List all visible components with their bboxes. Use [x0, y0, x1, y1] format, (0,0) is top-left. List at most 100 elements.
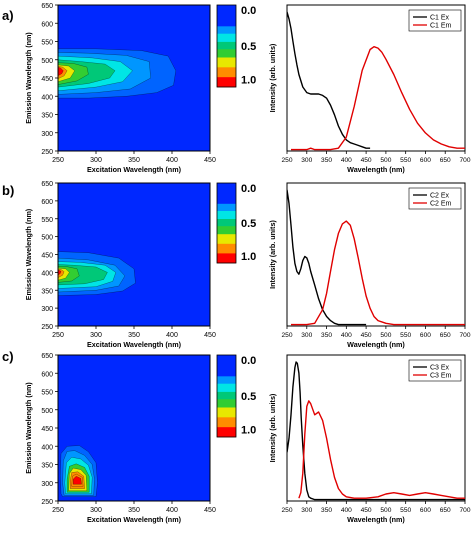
heatmap-ytick-label-3: 400 [41, 94, 53, 101]
line-series-group [287, 11, 465, 151]
heatmap-xtick-label-1: 300 [90, 507, 102, 514]
line-xtick-label-8: 650 [440, 507, 451, 514]
line-xtick-label-0: 250 [281, 157, 292, 164]
line-xtick-label-0: 250 [281, 332, 292, 339]
heatmap-ytick-label-8: 650 [41, 3, 53, 10]
heatmap-ytick-label-2: 350 [41, 463, 53, 470]
colorbar-band-1 [217, 26, 236, 34]
heatmap-xtick-label-1: 300 [90, 332, 102, 339]
legend-entry-label: C3 Em [430, 373, 452, 380]
series-line-ex [287, 189, 367, 326]
heatmap-ytick-label-1: 300 [41, 306, 53, 313]
line-series-group [287, 361, 465, 501]
heatmap-ytick-label-4: 450 [41, 426, 53, 433]
series-line-ex [287, 11, 371, 149]
series-line-em [291, 220, 465, 326]
panel-2: b) 250 300 350 400 450 250 300 350 400 450 500 550 60… [2, 181, 471, 349]
heatmap-xtick-label-4: 450 [204, 332, 216, 339]
legend-box [408, 359, 462, 382]
line-xtick-label-6: 550 [400, 507, 411, 514]
colorbar-band-0 [217, 183, 236, 205]
heatmap-xtick-label-4: 450 [204, 157, 216, 164]
heatmap-ytick-label-1: 300 [41, 131, 53, 138]
heatmap-xtick-label-3: 400 [166, 507, 178, 514]
legend-entry-label: C3 Ex [430, 365, 450, 372]
heatmap-xlabel: Excitation Wavelength (nm) [87, 515, 182, 524]
legend-box [408, 9, 462, 32]
colorbar-band-2 [217, 33, 236, 43]
colorbar-tick-label: 0.0 [241, 355, 256, 367]
heatmap-xtick-label-0: 250 [52, 332, 64, 339]
line-xlabel: Wavelength (nm) [347, 515, 405, 524]
heatmap-xtick-label-3: 400 [166, 157, 178, 164]
heatmap-contour-7 [58, 67, 64, 77]
line-ylabel: Intensity (arb. units) [268, 43, 277, 112]
heatmap-ytick-label-6: 550 [41, 217, 53, 224]
line-xtick-label-1: 300 [301, 507, 312, 514]
colorbar-band-4 [217, 399, 236, 408]
legend-entry-label: C1 Em [430, 23, 452, 30]
colorbar-band-0 [217, 355, 236, 377]
heatmap-ytick-label-0: 250 [41, 149, 53, 156]
line-ylabel: Intensity (arb. units) [268, 220, 277, 289]
series-line-ex [287, 361, 465, 501]
legend-entry-label: C2 Ex [430, 193, 450, 200]
panel-label: b) [2, 183, 14, 198]
heatmap-ytick-label-4: 450 [41, 253, 53, 260]
panel-3: c) 250 300 350 400 450 250 300 350 400 450 500 550 60… [2, 349, 471, 524]
heatmap-ytick-label-1: 300 [41, 481, 53, 488]
heatmap-ytick-label-0: 250 [41, 324, 53, 331]
heatmap-chart: 250 300 350 400 450 250 300 350 400 450 500 550 600 6… [24, 181, 216, 349]
colorbar-band-2 [217, 211, 236, 220]
colorbar-band-5 [217, 57, 236, 68]
line-xtick-label-4: 450 [361, 157, 372, 164]
panel-label: a) [2, 8, 14, 23]
heatmap-ytick-label-3: 400 [41, 270, 53, 277]
heatmap-ytick-label-7: 600 [41, 199, 53, 206]
line-xtick-label-2: 350 [321, 507, 332, 514]
line-xtick-label-4: 450 [361, 332, 372, 339]
heatmap-xtick-label-3: 400 [166, 332, 178, 339]
colorbar-tick-label: 0.5 [241, 41, 256, 53]
colorbar-band-6 [217, 243, 236, 254]
line-xtick-label-5: 500 [380, 507, 391, 514]
heatmap-ytick-label-7: 600 [41, 371, 53, 378]
legend-entry-label: C1 Ex [430, 15, 450, 22]
line-xtick-label-2: 350 [321, 332, 332, 339]
series-line-em [291, 46, 465, 151]
line-xtick-label-8: 650 [440, 332, 451, 339]
colorbar-frame [216, 182, 237, 264]
panel-1: a) 250 300 350 400 450 250 300 350 400 450 500 550 60… [2, 3, 471, 174]
colorbar-band-3 [217, 219, 236, 227]
heatmap-xtick-label-2: 350 [128, 507, 140, 514]
line-xlabel: Wavelength (nm) [347, 340, 405, 349]
heatmap-xtick-label-4: 450 [204, 507, 216, 514]
line-xtick-label-1: 300 [301, 157, 312, 164]
line-chart: 250 300 350 400 450 500 550 600 650 700 Wavelength… [268, 182, 471, 349]
line-chart: 250 300 350 400 450 500 550 600 650 700 Wavelength… [268, 4, 471, 174]
line-xtick-label-6: 550 [400, 157, 411, 164]
colorbar-tick-label: 0.0 [241, 183, 256, 195]
line-series-group [287, 189, 465, 326]
colorbar-tick-label: 1.0 [241, 75, 256, 87]
colorbar-band-7 [217, 77, 236, 88]
line-xtick-label-3: 400 [341, 157, 352, 164]
panel-label: c) [2, 349, 14, 364]
heatmap-xtick-label-2: 350 [128, 332, 140, 339]
heatmap-ytick-label-8: 650 [41, 181, 53, 188]
heatmap-xtick-label-1: 300 [90, 157, 102, 164]
heatmap-ytick-label-5: 500 [41, 408, 53, 415]
colorbar-band-5 [217, 234, 236, 245]
line-xtick-label-7: 600 [420, 157, 431, 164]
heatmap-ytick-label-2: 350 [41, 113, 53, 120]
line-xtick-label-0: 250 [281, 507, 292, 514]
line-xtick-label-9: 700 [459, 507, 470, 514]
line-xtick-label-5: 500 [380, 157, 391, 164]
colorbar-band-1 [217, 203, 236, 212]
line-xtick-label-3: 400 [341, 507, 352, 514]
legend-entry-label: C2 Em [430, 201, 452, 208]
